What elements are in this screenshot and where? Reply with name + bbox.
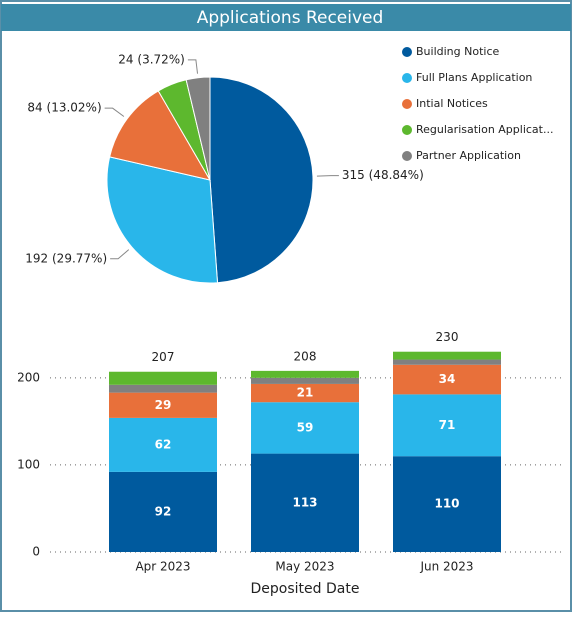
legend-label: Full Plans Application [416,71,532,84]
bar-segment [109,471,217,552]
pie-slice [109,90,212,181]
leader-line [187,59,199,74]
pie-label: 24 (3.72%) [118,52,185,66]
total-label: 207 [152,350,175,364]
segment-label: 21 [297,386,314,400]
title-bar [1,4,571,31]
segment-label: 34 [439,372,456,386]
legend-swatch [402,151,412,161]
segment-label: 92 [155,504,172,518]
y-tick-label: 0 [32,545,40,559]
segment-label: 29 [155,398,172,412]
bar-segment [251,370,359,378]
segment-label: 71 [439,418,456,432]
x-axis-title: Deposited Date [251,581,360,597]
legend-swatch [402,125,412,135]
leader-line [110,249,130,260]
bar-segment [109,392,217,418]
pie-slice [209,76,314,284]
total-label: 208 [294,349,317,363]
bar-segment [251,377,359,384]
legend-label: Partner Application [416,149,521,162]
pie-label: 84 (13.02%) [27,101,101,115]
bar-segment [393,364,501,395]
segment-label: 62 [155,437,172,451]
segment-label: 59 [297,420,314,434]
x-tick-label: May 2023 [275,560,334,574]
bar-segment [393,351,501,360]
bar-segment [109,417,217,472]
pie-slice [185,76,211,181]
bar-segment [251,402,359,454]
segment-label: 110 [434,497,459,511]
bar-segment [109,371,217,385]
x-tick-label: Jun 2023 [419,560,473,574]
x-tick-label: Apr 2023 [135,560,190,574]
legend-swatch [402,99,412,109]
pie-label: 192 (29.77%) [25,251,107,265]
bar-segment [393,456,501,552]
pie-label: 315 (48.84%) [342,168,424,182]
bar-segment [393,359,501,365]
total-label: 230 [436,330,459,344]
bar-segment [251,383,359,403]
leader-line [316,175,339,177]
legend-swatch [402,73,412,83]
leader-line [104,107,125,117]
bar-segment [251,453,359,552]
pie-slice [106,156,219,284]
legend-label: Building Notice [416,45,499,58]
legend-label: Intial Notices [416,97,488,110]
y-tick-label: 200 [17,370,40,384]
bar-segment [393,394,501,457]
legend-swatch [402,47,412,57]
bar-segment [109,384,217,393]
segment-label: 113 [292,495,317,509]
y-tick-label: 100 [17,457,40,471]
title: Applications Received [197,8,384,28]
legend-label: Regularisation Applicat... [416,123,553,136]
